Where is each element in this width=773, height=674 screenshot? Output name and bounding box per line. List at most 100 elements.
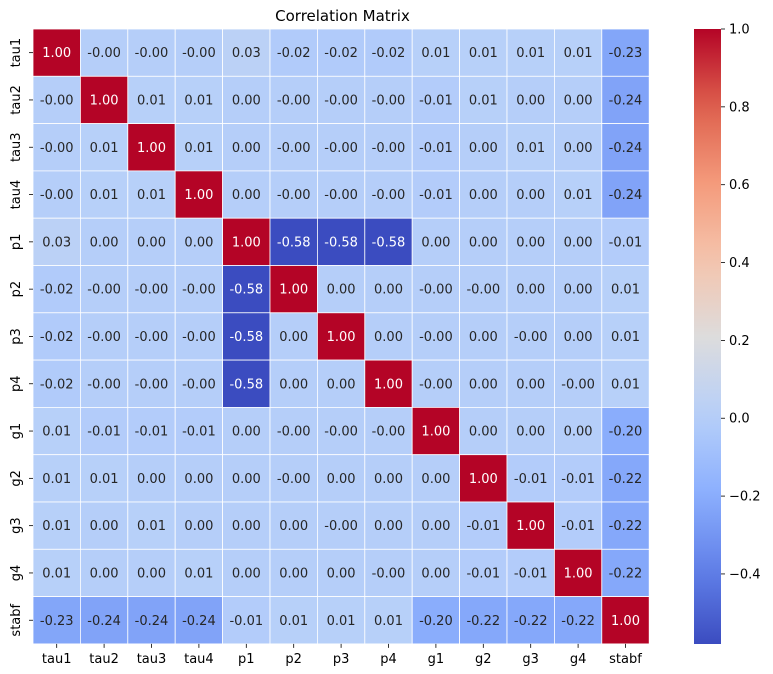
cell-value-label: 0.00 (564, 93, 593, 108)
cell-value-label: -0.24 (87, 614, 121, 629)
cell-value-label: 0.01 (90, 188, 119, 203)
cell-value-label: -0.00 (135, 377, 169, 392)
cell-value-label: 0.01 (611, 283, 640, 298)
heatmap-cell (174, 170, 223, 219)
heatmap-cell (127, 312, 176, 361)
heatmap-cell (316, 359, 366, 408)
y-tick-label: g3 (9, 517, 24, 534)
heatmap-cell (411, 217, 461, 266)
x-tick-label: tau4 (184, 652, 214, 667)
x-tick-label: p1 (238, 652, 255, 667)
heatmap-cell (411, 170, 461, 219)
x-tick-label: g2 (475, 652, 492, 667)
cell-value-label: -0.22 (609, 566, 643, 581)
cell-value-label: 0.01 (137, 519, 166, 534)
heatmap-cell (601, 123, 650, 172)
cell-value-label: 0.00 (469, 141, 498, 156)
y-axis-tick-labels: tau1 tau2 tau3 tau4 p1 p2 p3 p4 g1 g2 g3 g4 stabf (9, 38, 33, 637)
y-tick-label: g4 (9, 565, 24, 582)
heatmap-cell (411, 548, 461, 597)
cell-value-label: 1.00 (184, 188, 213, 203)
cell-value-label: -0.20 (609, 425, 643, 440)
cell-value-label: -0.22 (514, 614, 548, 629)
y-tick-label: g1 (9, 423, 24, 440)
heatmap-cell (127, 217, 176, 266)
cell-value-label: 0.00 (232, 93, 261, 108)
cell-value-label: -0.01 (87, 425, 121, 440)
cell-value-label: 0.00 (279, 519, 308, 534)
heatmap-cell (174, 406, 223, 456)
heatmap-cell (32, 265, 81, 314)
cell-value-label: 0.00 (374, 283, 403, 298)
cell-value-label: 0.00 (184, 235, 213, 250)
cell-value-label: 0.00 (327, 472, 356, 487)
cell-value-label: -0.00 (182, 283, 216, 298)
heatmap-cell (554, 28, 603, 77)
heatmap-cell (222, 312, 271, 361)
heatmap-cell (222, 123, 271, 172)
x-axis-tick-labels: tau1 tau2 tau3 tau4 p1 p2 p3 p4 g1 g2 g3 g4 stabf (42, 643, 642, 667)
heatmap-cell (127, 406, 176, 456)
cell-value-label: 0.00 (137, 566, 166, 581)
heatmap-cell (554, 170, 603, 219)
cell-value-label: -0.00 (277, 472, 311, 487)
heatmap-cell (222, 596, 271, 645)
cell-value-label: -0.00 (324, 188, 358, 203)
heatmap-cell (554, 454, 603, 503)
heatmap-cell (554, 501, 603, 550)
heatmap-cell (506, 454, 555, 503)
cell-value-label: 0.01 (137, 188, 166, 203)
cell-value-label: -0.24 (609, 141, 643, 156)
y-tick-label: tau2 (9, 85, 24, 115)
heatmap-cell (459, 123, 508, 172)
cell-value-label: -0.23 (40, 614, 74, 629)
cell-value-label: -0.58 (229, 283, 263, 298)
cell-value-label: -0.00 (182, 330, 216, 345)
cell-value-label: -0.24 (182, 614, 216, 629)
cell-value-label: -0.00 (87, 330, 121, 345)
cell-value-label: 0.00 (374, 330, 403, 345)
x-tick-label: tau3 (137, 652, 167, 667)
heatmap-cell (364, 75, 413, 125)
colorbar-tick-label: 0.0 (729, 412, 750, 427)
heatmap-cell (32, 75, 81, 125)
heatmap-cell (554, 406, 603, 456)
cell-value-label: -0.00 (277, 93, 311, 108)
heatmap-cell (127, 548, 176, 597)
cell-value-label: 1.00 (374, 377, 403, 392)
cell-value-label: 1.00 (232, 235, 261, 250)
heatmap-cell (459, 312, 508, 361)
heatmap-cell (127, 265, 176, 314)
cell-value-label: -0.00 (324, 141, 358, 156)
cell-value-label: 0.01 (327, 614, 356, 629)
cell-value-label: 0.01 (42, 566, 71, 581)
cell-value-label: 0.00 (279, 566, 308, 581)
cell-value-label: -0.01 (135, 425, 169, 440)
cell-value-label: -0.24 (609, 188, 643, 203)
cell-value-label: 1.00 (327, 330, 356, 345)
heatmap-cell (506, 123, 555, 172)
heatmap-cells: 1.00 -0.00 -0.00 -0.00 0.03 -0.02 -0.02 -0.02 0.… (32, 28, 650, 645)
cell-value-label: 0.00 (469, 188, 498, 203)
heatmap-cell (222, 548, 271, 597)
y-tick-label: p4 (9, 375, 24, 392)
heatmap-cell (601, 548, 650, 597)
cell-value-label: -0.01 (466, 519, 500, 534)
cell-value-label: 0.00 (564, 330, 593, 345)
x-tick-label: p3 (333, 652, 350, 667)
heatmap-cell (506, 312, 555, 361)
heatmap-cell (32, 501, 81, 550)
cell-value-label: -0.58 (324, 235, 358, 250)
y-tick-label: tau3 (9, 132, 24, 162)
cell-value-label: 0.01 (469, 93, 498, 108)
cell-value-label: 0.00 (90, 566, 119, 581)
cell-value-label: -0.00 (182, 377, 216, 392)
heatmap-cell (269, 454, 318, 503)
x-tick-label: stabf (609, 652, 642, 667)
heatmap-cell (269, 406, 318, 456)
heatmap-cell (174, 501, 223, 550)
heatmap-cell (411, 75, 461, 125)
cell-value-label: -0.01 (182, 425, 216, 440)
heatmap-cell (32, 123, 81, 172)
cell-value-label: 0.00 (421, 566, 450, 581)
